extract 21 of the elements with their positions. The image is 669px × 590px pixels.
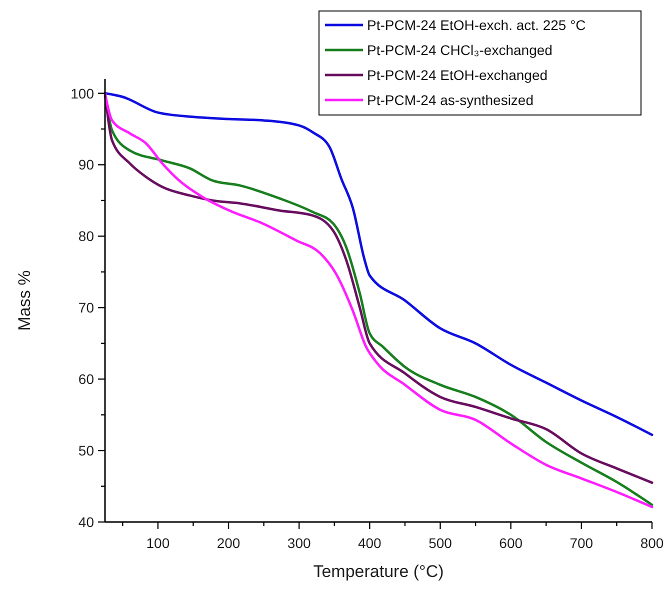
x-tick-label: 600 xyxy=(499,535,523,551)
y-tick-label: 60 xyxy=(78,371,94,388)
x-tick-label: 800 xyxy=(640,535,664,551)
legend-label: Pt-PCM-24 as-synthesized xyxy=(367,92,534,108)
legend-label: Pt-PCM-24 EtOH-exch. act. 225 °C xyxy=(367,17,586,33)
y-tick-label: 80 xyxy=(78,228,94,244)
x-tick-label: 400 xyxy=(358,535,382,551)
y-tick-label: 100 xyxy=(70,85,94,102)
x-tick-label: 200 xyxy=(216,535,240,551)
y-tick-label: 40 xyxy=(78,514,94,530)
y-tick-label: 70 xyxy=(78,300,94,316)
x-tick-label: 300 xyxy=(287,535,311,551)
y-axis-title: Mass % xyxy=(15,270,34,331)
legend-label: Pt-PCM-24 EtOH-exchanged xyxy=(367,67,548,83)
y-tick-label: 50 xyxy=(78,442,94,459)
x-tick-label: 500 xyxy=(428,535,452,551)
x-tick-label: 100 xyxy=(146,535,170,551)
x-axis-title: Temperature (°C) xyxy=(313,562,444,581)
legend-label: Pt-PCM-24 CHCl₃-exchanged xyxy=(367,42,552,58)
y-tick-label: 90 xyxy=(78,156,94,173)
x-tick-label: 700 xyxy=(570,535,594,551)
